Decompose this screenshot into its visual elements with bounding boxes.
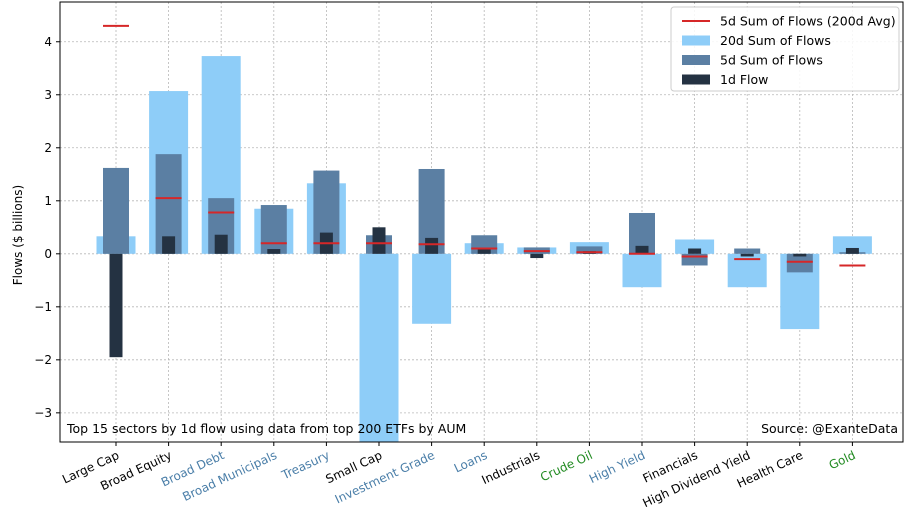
y-tick-label: 0 bbox=[44, 247, 52, 261]
y-tick-label: −1 bbox=[34, 300, 52, 314]
legend-label: 5d Sum of Flows (200d Avg) bbox=[720, 14, 896, 29]
bar-1d-flow bbox=[635, 245, 649, 254]
bar-1d-flow bbox=[425, 237, 439, 254]
bar-5d-sum-of-flows bbox=[103, 167, 129, 254]
legend-swatch bbox=[682, 55, 710, 65]
chart-note: Top 15 sectors by 1d flow using data fro… bbox=[66, 421, 466, 436]
x-tick-label: Crude Oil bbox=[538, 448, 595, 484]
bar-1d-flow bbox=[372, 227, 386, 254]
legend-swatch bbox=[682, 35, 710, 46]
legend-box bbox=[670, 6, 900, 92]
bar-1d-flow bbox=[845, 247, 859, 254]
y-tick-label: 2 bbox=[44, 141, 52, 155]
plot-frame bbox=[59, 1, 904, 443]
y-tick-label: 1 bbox=[44, 194, 52, 208]
y-tick-labels: −3 −2 −1 0 1 2 3 4 bbox=[34, 35, 52, 420]
bar-20d-sum-of-flows bbox=[832, 236, 872, 254]
legend-label: 5d Sum of Flows bbox=[720, 53, 823, 68]
bar-5d-sum-of-flows bbox=[786, 253, 813, 273]
bar-1d-flow bbox=[688, 248, 702, 254]
x-tick-label: Treasury bbox=[279, 448, 332, 483]
bar-5d-sum-of-flows bbox=[681, 253, 708, 266]
legend-label: 1d Flow bbox=[720, 72, 768, 87]
bar-5d-sum-of-flows bbox=[734, 248, 761, 254]
bars-layer bbox=[96, 56, 872, 442]
y-tick-label: −2 bbox=[34, 353, 52, 367]
x-tick-label: Broad Municipals bbox=[180, 448, 279, 504]
bar-20d-sum-of-flows bbox=[359, 253, 399, 442]
bar-5d-sum-of-flows bbox=[576, 246, 603, 254]
x-tick-label: High Yield bbox=[587, 448, 647, 486]
bar-5d-sum-of-flows bbox=[260, 205, 287, 254]
bar-20d-sum-of-flows bbox=[412, 253, 452, 324]
y-axis-label: Flows ($ billions) bbox=[11, 185, 25, 285]
axes bbox=[56, 1, 904, 446]
x-tick-label: Industrials bbox=[479, 448, 542, 487]
bar-1d-flow bbox=[162, 236, 176, 254]
y-tick-label: −3 bbox=[34, 406, 52, 420]
bar-1d-flow bbox=[740, 253, 754, 257]
y-tick-label: 3 bbox=[44, 88, 52, 102]
bar-1d-flow bbox=[267, 249, 281, 254]
legend-swatch bbox=[682, 74, 710, 85]
y-tick-label: 4 bbox=[44, 35, 52, 49]
avg-marks-layer bbox=[103, 24, 866, 267]
bar-20d-sum-of-flows bbox=[675, 239, 715, 254]
bar-1d-flow bbox=[109, 253, 123, 358]
bar-1d-flow bbox=[530, 253, 544, 259]
bar-20d-sum-of-flows bbox=[622, 253, 662, 288]
bar-1d-flow bbox=[477, 248, 491, 254]
legend-label: 20d Sum of Flows bbox=[720, 33, 831, 48]
x-tick-label: Gold bbox=[827, 448, 858, 472]
legend: 5d Sum of Flows (200d Avg) 20d Sum of Flo… bbox=[670, 6, 900, 92]
bar-1d-flow bbox=[793, 253, 807, 257]
bar-1d-flow bbox=[214, 234, 228, 254]
source-note: Source: @ExanteData bbox=[761, 421, 898, 436]
